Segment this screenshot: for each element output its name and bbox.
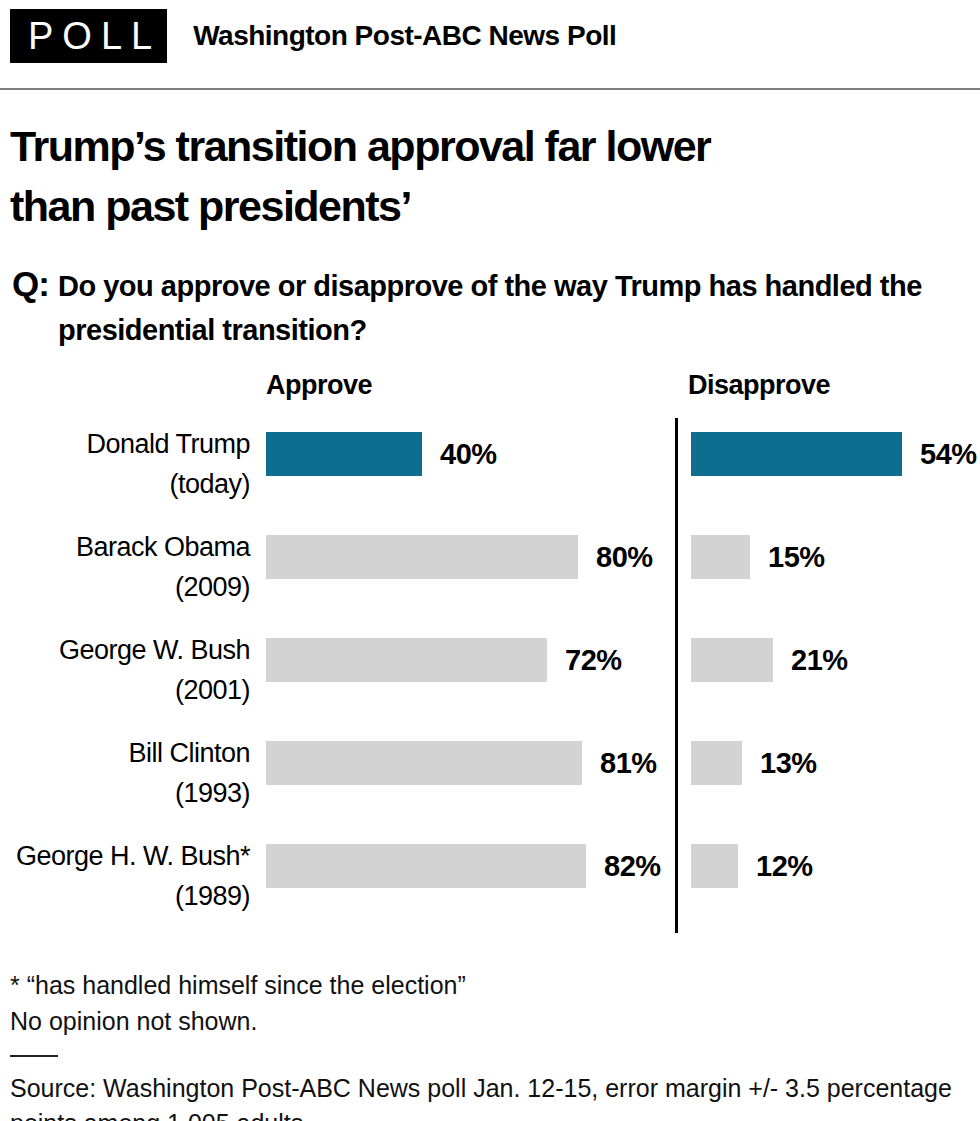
poll-question: Q: Do you approve or disapprove of the w… [12,264,970,352]
poll-graphic: POLL Washington Post-ABC News Poll Trump… [0,0,980,1121]
disapprove-bar [691,638,773,682]
disapprove-bar-line: 21% [691,638,980,682]
chart-row-george-w-bush: George W. Bush (2001) 72% 21% [0,624,980,727]
president-name: Donald Trump [0,424,250,464]
header-divider [0,88,980,90]
president-year: (today) [0,464,250,504]
president-name: George H. W. Bush* [0,836,250,876]
disapprove-cell: 54% [678,418,980,521]
disapprove-value-label: 21% [791,644,848,677]
approve-bar-line: 81% [266,741,675,785]
disapprove-bar [691,844,738,888]
approve-bar [266,844,586,888]
no-opinion-footnote: No opinion not shown. [10,1003,970,1039]
bar-chart: Donald Trump (today) 40% 54% Barack Obam… [0,418,980,933]
approve-bar-line: 82% [266,844,675,888]
approve-value-label: 81% [600,747,657,780]
page-title-line2: than past presidents’ [10,176,970,236]
chart-row-donald-trump: Donald Trump (today) 40% 54% [0,418,980,521]
question-prefix: Q: [12,264,58,352]
asterisk-footnote: * “has handled himself since the electio… [10,967,970,1003]
row-label: Bill Clinton (1993) [0,727,250,830]
disapprove-value-label: 54% [920,438,977,471]
disapprove-value-label: 12% [756,850,813,883]
disapprove-bar-line: 13% [691,741,980,785]
row-label: Donald Trump (today) [0,418,250,521]
approve-value-label: 80% [596,541,653,574]
disapprove-bar [691,741,742,785]
footnotes: * “has handled himself since the electio… [10,967,970,1039]
disapprove-bar-line: 54% [691,432,980,476]
disapprove-value-label: 15% [768,541,825,574]
source-divider [10,1055,58,1057]
row-label: Barack Obama (2009) [0,521,250,624]
approve-cell: 40% [250,418,678,521]
approve-bar-line: 80% [266,535,675,579]
row-label: George H. W. Bush* (1989) [0,830,250,933]
chart-row-bill-clinton: Bill Clinton (1993) 81% 13% [0,727,980,830]
president-name: George W. Bush [0,630,250,670]
source-line: Source: Washington Post-ABC News poll Ja… [10,1071,965,1121]
disapprove-cell: 15% [678,521,980,624]
approve-bar [266,741,582,785]
header-title: Washington Post-ABC News Poll [193,20,616,52]
row-label: George W. Bush (2001) [0,624,250,727]
president-name: Bill Clinton [0,733,250,773]
disapprove-bar [691,432,902,476]
poll-badge: POLL [10,9,167,63]
page-title-line1: Trump’s transition approval far lower [10,116,970,176]
page-title: Trump’s transition approval far lower th… [10,116,970,236]
president-year: (2001) [0,670,250,710]
approve-bar-line: 40% [266,432,675,476]
question-text: Do you approve or disapprove of the way … [58,264,938,352]
disapprove-value-label: 13% [760,747,817,780]
president-year: (2009) [0,567,250,607]
chart-column-headers: Approve Disapprove [0,370,980,408]
disapprove-bar-line: 12% [691,844,980,888]
approve-bar-line: 72% [266,638,675,682]
disapprove-cell: 13% [678,727,980,830]
president-name: Barack Obama [0,527,250,567]
disapprove-bar-line: 15% [691,535,980,579]
chart-row-barack-obama: Barack Obama (2009) 80% 15% [0,521,980,624]
approve-column-header: Approve [266,370,372,401]
approve-value-label: 40% [440,438,497,471]
chart-row-george-h-w-bush: George H. W. Bush* (1989) 82% 12% [0,830,980,933]
approve-cell: 80% [250,521,678,624]
disapprove-cell: 12% [678,830,980,933]
disapprove-cell: 21% [678,624,980,727]
disapprove-column-header: Disapprove [688,370,830,401]
president-year: (1989) [0,876,250,916]
header: POLL Washington Post-ABC News Poll [0,0,980,64]
approve-cell: 81% [250,727,678,830]
approve-bar [266,638,547,682]
disapprove-bar [691,535,750,579]
approve-bar [266,432,422,476]
approve-bar [266,535,578,579]
approve-value-label: 72% [565,644,622,677]
approve-cell: 72% [250,624,678,727]
approve-value-label: 82% [604,850,661,883]
approve-cell: 82% [250,830,678,933]
president-year: (1993) [0,773,250,813]
